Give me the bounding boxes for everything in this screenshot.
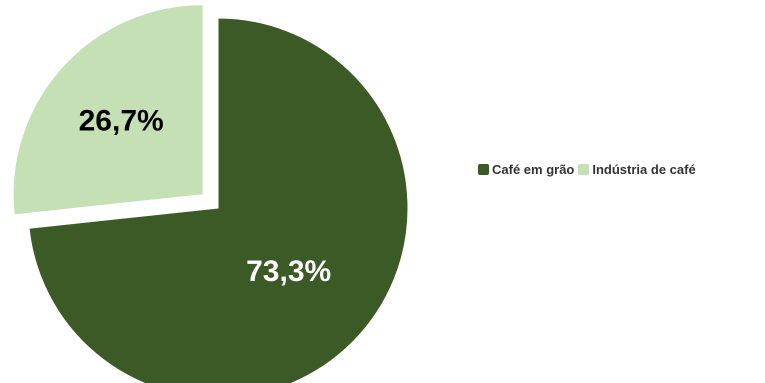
legend-item-cafe-em-grao: Café em grão xyxy=(478,162,574,177)
legend-item-industria-de-cafe: Indústria de café xyxy=(578,162,696,177)
legend-swatch-cafe-em-grao xyxy=(478,164,489,175)
data-label-industria-de-cafe: 26,7% xyxy=(79,104,164,137)
legend-label-industria-de-cafe: Indústria de café xyxy=(592,162,696,177)
legend-swatch-industria-de-cafe xyxy=(578,164,590,175)
pie-slice-industria-de-cafe xyxy=(12,4,204,216)
chart-legend: Café em grão Indústria de café xyxy=(478,162,700,177)
legend-label-cafe-em-grao: Café em grão xyxy=(492,162,575,177)
pie-slice-cafe-em-grao xyxy=(28,17,409,383)
data-label-cafe-em-grao: 73,3% xyxy=(246,255,331,288)
